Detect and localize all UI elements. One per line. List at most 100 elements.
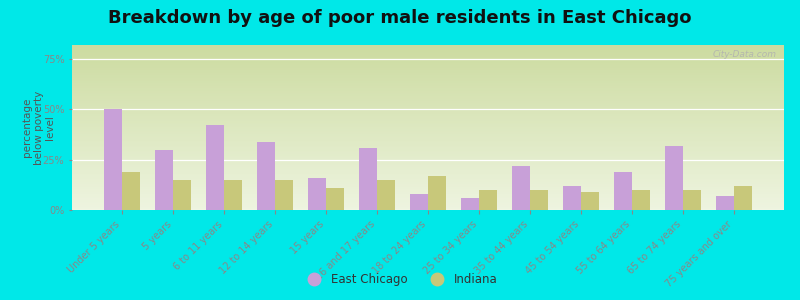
Bar	[72, 184, 784, 185]
Bar	[72, 167, 784, 169]
Bar	[72, 165, 784, 167]
Bar	[72, 70, 784, 71]
Y-axis label: percentage
below poverty
level: percentage below poverty level	[22, 90, 55, 165]
Bar	[72, 119, 784, 121]
Bar	[72, 76, 784, 78]
Bar	[72, 172, 784, 174]
Bar	[72, 208, 784, 210]
Bar	[72, 182, 784, 184]
Bar	[72, 174, 784, 175]
Bar	[72, 200, 784, 202]
Bar	[155, 150, 173, 210]
Bar	[72, 46, 784, 48]
Bar	[72, 80, 784, 81]
Bar	[72, 144, 784, 146]
Bar	[461, 198, 479, 210]
Bar	[72, 154, 784, 155]
Bar	[72, 91, 784, 93]
Bar	[72, 114, 784, 116]
Bar	[72, 207, 784, 208]
Bar	[72, 195, 784, 197]
Bar	[72, 147, 784, 149]
Bar	[512, 166, 530, 210]
Bar	[72, 71, 784, 73]
Bar	[72, 157, 784, 159]
Bar	[377, 180, 395, 210]
Bar	[72, 66, 784, 68]
Bar	[72, 159, 784, 161]
Bar	[72, 121, 784, 122]
Bar	[72, 104, 784, 106]
Bar	[72, 124, 784, 126]
Bar	[72, 134, 784, 136]
Bar	[72, 169, 784, 170]
Bar	[72, 187, 784, 188]
Bar	[72, 180, 784, 182]
Bar	[72, 45, 784, 46]
Bar	[72, 68, 784, 70]
Bar	[72, 162, 784, 164]
Bar	[72, 55, 784, 56]
Bar	[72, 101, 784, 103]
Bar	[72, 112, 784, 114]
Bar	[72, 178, 784, 180]
Bar	[72, 111, 784, 112]
Bar	[72, 118, 784, 119]
Bar	[72, 116, 784, 118]
Bar	[72, 106, 784, 108]
Bar	[665, 146, 683, 210]
Bar	[72, 160, 784, 162]
Bar	[72, 139, 784, 141]
Bar	[410, 194, 428, 210]
Bar	[72, 129, 784, 131]
Bar	[72, 170, 784, 172]
Bar	[72, 94, 784, 96]
Bar	[72, 126, 784, 128]
Bar	[72, 60, 784, 61]
Bar	[632, 190, 650, 210]
Bar	[258, 142, 275, 210]
Bar	[72, 141, 784, 142]
Bar	[72, 86, 784, 88]
Bar	[72, 98, 784, 99]
Bar	[72, 73, 784, 75]
Bar	[72, 164, 784, 165]
Bar	[308, 178, 326, 210]
Bar	[72, 83, 784, 85]
Bar	[72, 128, 784, 129]
Bar	[72, 149, 784, 151]
Bar	[72, 185, 784, 187]
Bar	[72, 50, 784, 52]
Bar	[72, 96, 784, 98]
Legend: East Chicago, Indiana: East Chicago, Indiana	[298, 269, 502, 291]
Text: Breakdown by age of poor male residents in East Chicago: Breakdown by age of poor male residents …	[108, 9, 692, 27]
Bar	[72, 65, 784, 66]
Bar	[122, 172, 140, 210]
Bar	[72, 205, 784, 207]
Bar	[428, 176, 446, 210]
Bar	[72, 151, 784, 152]
Text: City-Data.com: City-Data.com	[713, 50, 777, 59]
Bar	[72, 89, 784, 91]
Bar	[72, 61, 784, 63]
Bar	[72, 48, 784, 50]
Bar	[479, 190, 497, 210]
Bar	[72, 103, 784, 104]
Bar	[359, 148, 377, 210]
Bar	[72, 85, 784, 86]
Bar	[173, 180, 191, 210]
Bar	[72, 177, 784, 178]
Bar	[72, 152, 784, 154]
Bar	[72, 192, 784, 194]
Bar	[72, 188, 784, 190]
Bar	[72, 199, 784, 200]
Bar	[72, 175, 784, 177]
Bar	[72, 88, 784, 89]
Bar	[734, 186, 752, 210]
Bar	[530, 190, 548, 210]
Bar	[72, 93, 784, 94]
Bar	[72, 131, 784, 132]
Bar	[72, 146, 784, 147]
Bar	[72, 132, 784, 134]
Bar	[563, 186, 581, 210]
